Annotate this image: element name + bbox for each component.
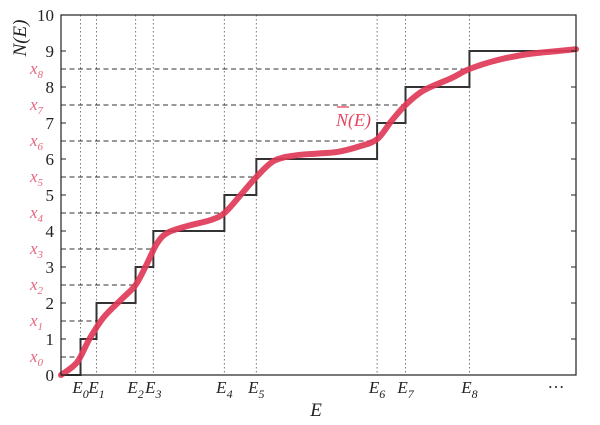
energy-label-0: E0 [71, 378, 88, 401]
curve-label-rest: (E) [348, 110, 371, 131]
energy-label-1: E1 [87, 378, 104, 401]
curve-label: N(E) [335, 106, 371, 131]
energy-label-2: E2 [126, 378, 143, 401]
smooth-average-curve [58, 46, 579, 378]
y-tick-label-3: 3 [46, 258, 55, 277]
y-tick-label-8: 8 [46, 78, 55, 97]
energy-label-4: E4 [215, 378, 232, 401]
xn-label-8: x8 [29, 59, 44, 81]
y-tick-label-1: 1 [46, 330, 55, 349]
y-tick-label-0: 0 [46, 366, 55, 385]
y-tick-label-6: 6 [46, 150, 55, 169]
xn-label-0: x0 [29, 347, 44, 369]
energy-ellipsis: … [548, 373, 565, 392]
xn-label-6: x6 [29, 131, 44, 153]
smooth-series [58, 46, 579, 378]
y-tick-label-9: 9 [46, 42, 55, 61]
energy-label-5: E5 [247, 378, 264, 401]
xn-label-3: x3 [29, 239, 44, 261]
y-tick-label-4: 4 [46, 222, 55, 241]
grid-lines [61, 15, 470, 375]
xn-label-5: x5 [29, 167, 44, 189]
y-axis-title: N(E) [10, 20, 31, 58]
energy-label-3: E3 [144, 378, 161, 401]
y-tick-label-10: 10 [37, 6, 54, 25]
energy-label-8: E8 [460, 378, 477, 401]
svg-text:N(E): N(E) [335, 110, 371, 131]
energy-label-7: E7 [396, 378, 414, 401]
curve-label-main: N [335, 110, 349, 130]
xn-label-2: x2 [29, 275, 44, 297]
energy-label-6: E6 [368, 378, 385, 401]
plot-frame [60, 14, 577, 376]
y-tick-label-7: 7 [46, 114, 55, 133]
x-axis-title: E [309, 400, 322, 421]
y-tick-label-2: 2 [46, 294, 55, 313]
xn-label-7: x7 [29, 95, 44, 117]
xn-label-4: x4 [29, 203, 44, 225]
xn-label-1: x1 [29, 311, 43, 333]
y-tick-label-5: 5 [46, 186, 55, 205]
